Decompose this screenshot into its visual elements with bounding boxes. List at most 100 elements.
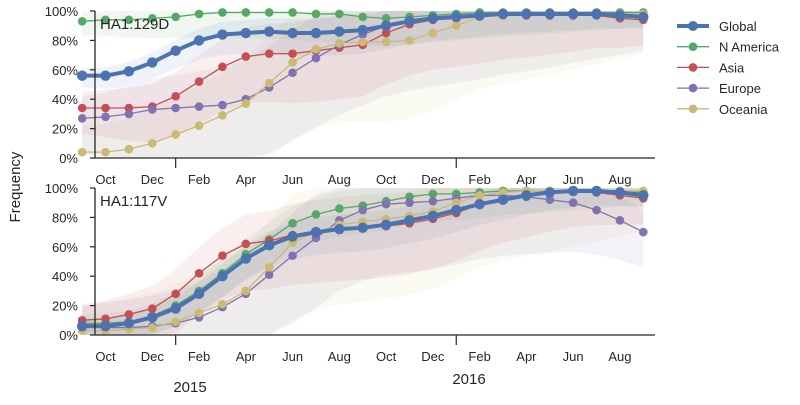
legend-swatch-marker [688,42,698,51]
y-tick-label: 100% [45,181,79,196]
data-point-global [474,10,485,21]
data-point-asia [241,239,251,249]
data-point-oceania [147,323,157,332]
data-point-asia [194,77,204,86]
data-point-global [240,253,252,264]
data-point-global [170,303,181,314]
data-point-global [614,187,626,198]
y-tick-label: 40% [52,92,78,107]
data-point-asia [288,49,297,58]
data-point-oceania [451,21,461,31]
x-tick-label: Feb [188,349,210,364]
x-tick-label: Apr [236,172,257,187]
confidence-band-europe [82,188,644,335]
data-point-oceania [147,139,157,148]
x-tick-label: Jun [282,172,303,187]
data-point-asia [194,268,204,278]
data-point-oceania [241,286,251,296]
data-point-oceania [194,308,204,318]
data-point-europe [101,112,110,122]
data-point-global [193,35,205,46]
data-point-asia [218,62,227,72]
x-tick-label: Jun [282,349,303,364]
data-point-oceania [335,39,344,48]
legend-label: N America [719,40,780,55]
data-point-n-america [147,14,157,23]
data-point-oceania [288,58,297,67]
data-point-europe [592,205,601,215]
y-tick-label: 0% [59,151,78,166]
data-point-n-america [311,9,321,19]
data-point-n-america [124,15,134,25]
data-point-oceania [311,44,321,54]
data-point-n-america [241,8,251,17]
data-point-oceania [264,263,274,272]
data-point-oceania [194,121,204,130]
data-point-n-america [194,9,204,19]
data-point-europe [545,195,555,205]
confidence-band-oceania [82,11,644,158]
x-tick-label: Aug [608,172,631,187]
data-point-global [217,271,228,282]
legend-item-oceania: Oceania [677,102,768,117]
data-point-oceania [428,28,438,38]
axes: 0% 20% 40% 60% 80% 100% Oct Dec Feb Apr Jun Aug Oct D… [45,181,655,364]
y-tick-label: 40% [52,269,78,284]
data-point-global [567,185,579,197]
x-tick-label: Jun [563,349,584,364]
series-global [76,8,649,81]
legend-swatch-marker [688,104,698,114]
data-point-asia [124,310,134,319]
data-point-oceania [358,37,368,47]
data-point-global [521,8,532,20]
data-point-n-america [288,218,297,228]
confidence-band-europe [82,11,644,158]
x-tick-label: Feb [188,172,210,187]
data-point-n-america [288,8,297,17]
data-point-asia [77,103,87,113]
data-point-global [76,70,88,81]
data-point-global [240,27,252,39]
y-tick-label: 80% [52,33,78,48]
data-point-global [638,11,649,23]
data-point-oceania [77,147,87,157]
data-point-global [474,198,485,210]
panel-title: HA1:117V [100,193,167,210]
data-point-asia [101,103,110,113]
x-tick-label: Dec [421,349,445,364]
data-point-global [287,27,298,39]
series-global [76,185,649,332]
x-tick-label: Oct [95,349,116,364]
legend-item-n-america: N America [677,40,780,55]
data-point-global [614,10,626,21]
y-tick-label: 80% [52,210,78,225]
data-point-europe [405,198,414,207]
confidence-bands [82,188,644,335]
data-point-oceania [241,99,251,108]
data-point-asia [101,314,110,324]
x-tick-label: Dec [141,172,165,187]
year-label: 2015 [173,379,206,396]
legend-swatch-marker [688,63,698,72]
data-point-global [334,223,345,235]
data-point-europe [428,196,438,206]
chart-panel-1: 0% 20% 40% 60% 80% 100% Oct Dec Feb Apr Jun Aug Oct D… [45,4,655,187]
data-point-europe [381,199,391,209]
legend: Global N America Asia Europe Oceania [677,19,780,117]
data-point-europe [171,103,180,113]
y-tick-label: 60% [52,63,78,78]
y-tick-label: 20% [52,122,78,137]
chart-panel-2: 0% 20% 40% 60% 80% 100% Oct Dec Feb Apr Jun Aug Oct D… [45,181,655,396]
data-point-europe [288,68,297,78]
data-point-n-america [405,192,414,202]
data-point-global [123,66,135,77]
y-tick-label: 0% [59,328,78,343]
data-point-global [544,8,555,20]
data-point-oceania [451,198,461,207]
data-point-n-america [264,8,274,17]
x-tick-label: Jun [563,172,584,187]
x-tick-label: Dec [421,172,445,187]
data-point-europe [194,102,204,111]
legend-label: Europe [719,81,761,96]
axes: 0% 20% 40% 60% 80% 100% Oct Dec Feb Apr Jun Aug Oct D… [45,4,655,187]
